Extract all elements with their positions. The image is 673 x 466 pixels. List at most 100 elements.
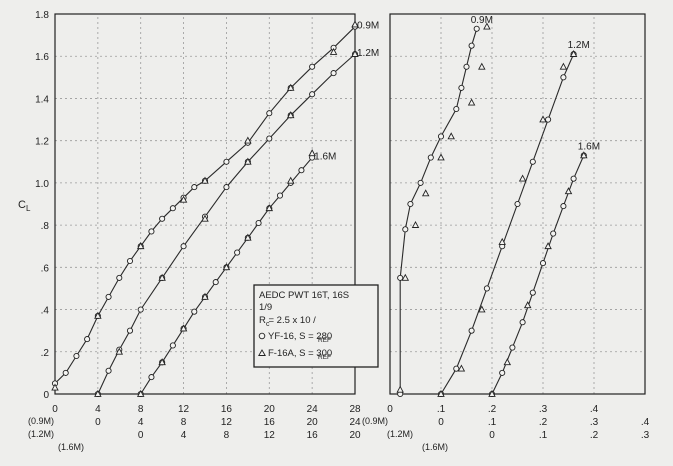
- yf16-point: [212, 279, 219, 286]
- yf16-point: [473, 25, 480, 32]
- f16a-point: [94, 389, 102, 397]
- f16a-point: [158, 358, 166, 366]
- f16a-point: [467, 98, 476, 106]
- x-tick-label: 0: [52, 404, 58, 415]
- yf16-point: [137, 306, 144, 313]
- series-label: 1.2M: [357, 48, 379, 59]
- series-line-0.9M: [399, 28, 478, 394]
- f16a-point: [136, 389, 145, 397]
- y-tick-label: .2: [41, 348, 50, 359]
- y-tick-label: 1.2: [35, 137, 49, 148]
- f16a-point: [478, 62, 486, 70]
- f16a-point: [308, 149, 316, 157]
- labels-layer: CL 0.2.4.6.81.01.21.41.61.8(0.9M)0 4 8 12 16…: [18, 10, 650, 452]
- yf16-point: [105, 293, 112, 300]
- f16a-point: [523, 301, 532, 309]
- x-tick-label: 4: [181, 430, 187, 441]
- yf16-point: [234, 249, 241, 256]
- f16a-point: [136, 242, 145, 250]
- y-tick-label: .4: [41, 306, 50, 317]
- f16a-point: [222, 263, 231, 271]
- f16a-point: [559, 62, 568, 70]
- f16a-point: [564, 187, 573, 195]
- yf16-point: [560, 74, 567, 81]
- y-tick-label: 1.6: [35, 52, 49, 63]
- yf16-point: [169, 205, 176, 212]
- yf16-point: [180, 243, 187, 250]
- legend-line-facility: AEDC PWT 16T, 16S: [259, 290, 349, 301]
- f16a-point: [478, 305, 486, 313]
- f16a-point: [244, 157, 252, 165]
- f16a-point: [351, 20, 359, 28]
- f16a-point: [115, 347, 124, 355]
- x-axis-mach-tag: (1.2M): [28, 429, 54, 439]
- y-axis-title-subscript: L: [26, 204, 31, 213]
- yf16-point: [116, 274, 123, 281]
- yf16-point: [468, 42, 475, 49]
- x-tick-label: 20: [264, 404, 276, 415]
- f16a-point: [498, 237, 506, 245]
- markers-layer: [51, 20, 588, 398]
- x-tick-label: 20: [349, 430, 361, 441]
- legend-f16a-subscript: REF: [318, 354, 331, 361]
- x-tick-label: 4: [95, 404, 101, 415]
- yf16-point: [529, 289, 536, 296]
- f16a-point: [437, 389, 445, 397]
- yf16-point: [276, 192, 284, 199]
- x-tick-label: 0: [387, 404, 393, 415]
- yf16-point: [417, 179, 424, 186]
- f16a-point: [580, 151, 588, 159]
- x-tick-label: 12: [178, 404, 190, 415]
- f16a-point: [201, 292, 209, 300]
- plot-frame: [389, 13, 646, 395]
- f16a-point: [94, 311, 102, 319]
- f16a-point: [286, 111, 295, 119]
- x-tick-label: .1: [488, 417, 497, 428]
- y-tick-label: .8: [41, 221, 50, 232]
- yf16-point: [223, 158, 230, 165]
- x-tick-label: 24: [349, 417, 361, 428]
- yf16-point: [266, 135, 273, 142]
- f16a-point: [244, 233, 252, 241]
- yf16-point: [550, 230, 557, 237]
- y-tick-label: .6: [41, 263, 50, 274]
- yf16-point: [437, 133, 445, 140]
- yf16-point: [126, 327, 134, 334]
- y-tick-label: 0: [43, 390, 49, 401]
- legend-circle-marker: [258, 332, 266, 340]
- x-tick-label: 0: [138, 430, 144, 441]
- f16a-point: [286, 83, 295, 91]
- yf16-point: [126, 257, 134, 265]
- x-axis-mach-tag: (1.6M): [58, 442, 84, 452]
- yf16-point: [148, 228, 155, 235]
- yf16-point: [309, 91, 316, 98]
- x-tick-label: .2: [488, 404, 497, 415]
- plot-frame: [54, 13, 356, 395]
- x-tick-label: 4: [138, 417, 144, 428]
- yf16-point: [397, 274, 404, 281]
- yf16-point: [223, 184, 230, 191]
- f16a-point: [401, 273, 410, 281]
- x-tick-label: .1: [437, 404, 446, 415]
- x-tick-label: .3: [539, 404, 548, 415]
- x-axis-mach-tag: (1.2M): [387, 429, 413, 439]
- series-label: 1.6M: [314, 152, 336, 163]
- f16a-point: [351, 49, 359, 57]
- x-tick-label: 16: [307, 430, 319, 441]
- x-tick-label: 12: [221, 417, 233, 428]
- yf16-point: [458, 84, 465, 91]
- yf16-point: [309, 63, 316, 70]
- y-tick-label: 1.0: [35, 179, 49, 190]
- y-tick-label: 1.4: [35, 94, 49, 105]
- f16a-point: [396, 385, 404, 393]
- x-tick-label: 24: [307, 404, 319, 415]
- f16a-point: [569, 49, 578, 57]
- yf16-point: [529, 158, 536, 165]
- f16a-point: [201, 214, 209, 222]
- x-tick-label: 0: [489, 430, 495, 441]
- legend-box: AEDC PWT 16T, 16S 1/9 R = 2.5 x 10 / c Y…: [253, 284, 379, 368]
- yf16-point: [298, 167, 305, 174]
- yf16-point: [560, 203, 567, 210]
- yf16-point: [407, 200, 414, 208]
